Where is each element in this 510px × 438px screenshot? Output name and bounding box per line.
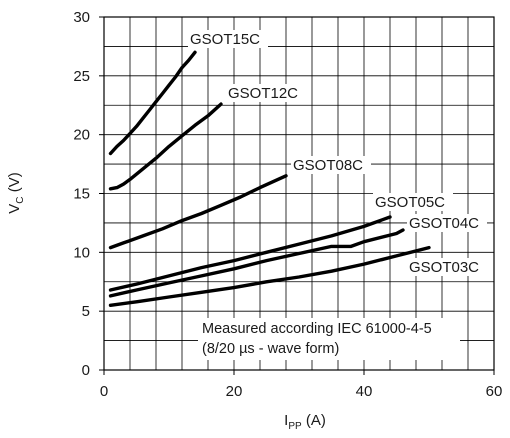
series-label-background (291, 156, 371, 174)
y-tick-label: 10 (73, 244, 90, 261)
series-line-gsot15c (108, 50, 197, 156)
series-line-gsot05c (108, 215, 392, 292)
series-line-gsot03c (108, 245, 431, 307)
series-label-gsot04c: GSOT04C (409, 215, 479, 232)
tick-labels: 0 20 40 60 0 5 10 15 20 25 30 (73, 9, 502, 400)
series-label-gsot15c: GSOT15C (190, 31, 260, 48)
y-tick-label: 15 (73, 186, 90, 203)
x-tick-label: 60 (486, 383, 503, 400)
y-axis-label: VC (V) (6, 172, 26, 213)
series-label-background (407, 258, 487, 276)
series-line-gsot08c (108, 174, 288, 250)
series-label-background (188, 30, 268, 48)
series-label-gsot05c: GSOT05C (375, 194, 445, 211)
x-axis-label: IPP (A) (284, 412, 326, 432)
series-label-background (373, 193, 453, 211)
series-line-gsot04c (108, 228, 405, 298)
y-tick-label: 5 (82, 303, 90, 320)
y-tick-label: 25 (73, 68, 90, 85)
y-tick-label: 0 (82, 362, 90, 379)
series-label-gsot12c: GSOT12C (228, 85, 298, 102)
series-label-gsot08c: GSOT08C (293, 157, 363, 174)
x-tick-label: 20 (226, 383, 243, 400)
series-label-background (407, 214, 487, 232)
series-label-gsot03c: GSOT03C (409, 259, 479, 276)
annotation-line-2: (8/20 µs - wave form) (202, 341, 339, 357)
series-line-gsot12c (108, 102, 223, 191)
x-tick-label: 0 (100, 383, 108, 400)
annotation-background (198, 318, 460, 360)
y-tick-label: 30 (73, 9, 90, 26)
series-lines (108, 50, 431, 307)
x-tick-label: 40 (356, 383, 373, 400)
y-tick-label: 20 (73, 127, 90, 144)
series-labels: GSOT15C GSOT12C GSOT08C GSOT05C GSOT04C GSOT0… (188, 30, 487, 276)
annotation-line-1: Measured according IEC 61000-4-5 (202, 321, 432, 337)
series-label-background (226, 84, 306, 102)
